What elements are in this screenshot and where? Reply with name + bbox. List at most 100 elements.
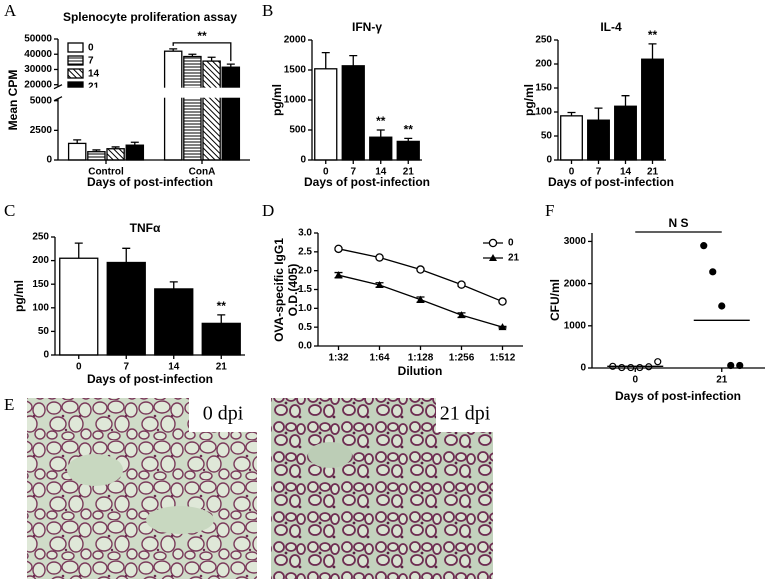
annotation: ** [648, 28, 658, 42]
x-tick-label: 14 [375, 167, 387, 178]
x-tick-label: 21 [647, 167, 659, 178]
error-bar [122, 247, 131, 263]
x-axis-label: Dilution [398, 364, 443, 378]
error-bar [74, 242, 83, 259]
panel-letter: E [4, 395, 14, 414]
error-bar [321, 51, 330, 69]
chart-title: IL-4 [600, 20, 622, 34]
y-tick-label: 0 [546, 155, 552, 166]
x-tick-label: 1:32 [328, 353, 348, 364]
marker [457, 311, 466, 319]
bar [560, 115, 583, 161]
point [654, 358, 662, 366]
x-tick-label: 7 [596, 167, 602, 178]
y-tick-label: 3.0 [298, 228, 312, 239]
legend-marker [488, 238, 498, 248]
panel-e [27, 398, 493, 579]
error-bar [376, 129, 385, 138]
y-tick-label: 1500 [284, 65, 307, 76]
legend-label: 14 [88, 69, 100, 80]
y-tick-label: 100 [535, 107, 552, 118]
bar [587, 119, 610, 161]
y-axis-label: pg/ml [12, 280, 26, 312]
marker [498, 297, 507, 306]
annotation: ** [376, 114, 386, 128]
y-tick-label: 0 [46, 155, 52, 166]
x-tick-label: 1:256 [449, 353, 475, 364]
y-tick-label: 50 [38, 326, 50, 337]
legend-label: 0 [88, 43, 94, 54]
y-tick-label: 0 [43, 350, 49, 361]
y-tick-label: 3000 [564, 236, 587, 247]
x-axis-label: Days of post-infection [304, 175, 430, 189]
error-bar [349, 54, 358, 66]
y-tick-label: 40000 [24, 49, 52, 60]
error-bar [169, 48, 178, 52]
panel-letter: B [262, 1, 273, 20]
x-tick-label: 0 [76, 362, 82, 373]
point [718, 302, 726, 310]
bracket [172, 42, 232, 62]
bar [396, 140, 420, 161]
y-tick-label: 2000 [564, 278, 587, 289]
y-tick-label: 1000 [284, 95, 307, 106]
y-tick-label: 100 [32, 302, 49, 313]
label-box [189, 398, 257, 432]
point [700, 242, 708, 250]
bar [369, 136, 393, 161]
error-bar [594, 107, 603, 121]
bar [221, 66, 241, 161]
bar [183, 55, 202, 161]
error-bar [648, 43, 657, 60]
y-axis-label: CFU/ml [548, 279, 562, 321]
x-tick-label: 7 [123, 362, 129, 373]
bar [59, 257, 99, 356]
annotation: N S [668, 216, 688, 230]
panel-letter: F [545, 201, 554, 220]
bar [163, 50, 183, 161]
marker [334, 244, 343, 254]
y-tick-label: 250 [535, 35, 552, 46]
y-tick-label: 0.0 [298, 341, 312, 352]
bar [314, 68, 338, 161]
y-tick-label: 0.5 [298, 322, 312, 333]
legend-label: 7 [88, 56, 94, 67]
bar [641, 58, 664, 161]
bar [106, 261, 146, 356]
y-tick-label: 1000 [564, 320, 587, 331]
x-axis-label: Days of post-infection [87, 175, 213, 189]
y-axis-label: Mean CPM [6, 70, 20, 131]
axis-break [53, 84, 63, 90]
y-tick-label: 0 [580, 363, 586, 374]
annotation: ** [197, 29, 207, 43]
airway [146, 506, 214, 534]
panel-letter: D [262, 201, 274, 220]
bar [614, 105, 637, 161]
legend-label: 0 [508, 238, 514, 249]
legend-label: 21 [508, 253, 520, 264]
bar [67, 142, 87, 161]
y-tick-label: 2.5 [298, 246, 312, 257]
error-bar [404, 137, 413, 142]
x-tick-label: 1:64 [369, 353, 389, 364]
y-axis-label: pg/ml [270, 84, 284, 116]
chart-title: Splenocyte proliferation assay [63, 10, 237, 24]
marker [416, 295, 425, 303]
x-tick-label: 7 [350, 167, 356, 178]
error-bar [92, 149, 101, 152]
y-tick-label: 50000 [24, 34, 52, 45]
airway [308, 442, 352, 468]
x-tick-label: 14 [620, 167, 632, 178]
legend-swatch [67, 42, 84, 53]
x-axis-label: Days of post-infection [548, 175, 674, 189]
image-label: 21 dpi [440, 403, 491, 425]
error-bar [188, 53, 197, 57]
image-label: 0 dpi [203, 403, 244, 425]
y-tick-label: 150 [32, 279, 49, 290]
point [709, 268, 717, 276]
bar [154, 288, 194, 356]
line [338, 248, 503, 303]
marker [416, 265, 425, 274]
chart-title: IFN-γ [352, 20, 382, 34]
